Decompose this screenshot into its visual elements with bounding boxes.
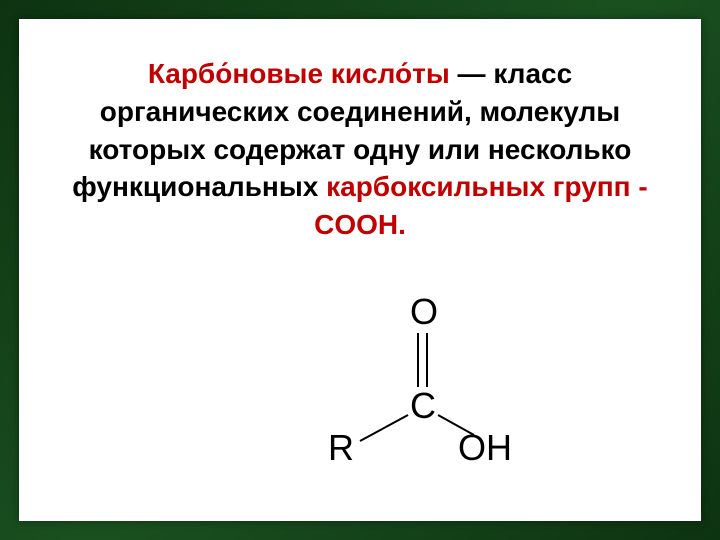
atom-hydroxyl: OH (458, 427, 512, 469)
term: Карбо́новые кисло́ты (148, 58, 450, 89)
highlight-group: карбоксильных групп -COOH (314, 171, 648, 240)
atom-oxygen-double: O (410, 291, 438, 333)
carboxyl-structure: O C R OH (290, 297, 530, 477)
atom-r-group: R (328, 427, 354, 469)
slide-frame: Карбо́новые кисло́ты — класс органически… (19, 19, 701, 521)
atom-carbon: C (410, 385, 436, 427)
molecule-diagram: O C R OH (59, 274, 661, 501)
definition-text: Карбо́новые кисло́ты — класс органически… (59, 55, 661, 244)
bond-r-c (360, 415, 408, 441)
period: . (398, 209, 406, 240)
